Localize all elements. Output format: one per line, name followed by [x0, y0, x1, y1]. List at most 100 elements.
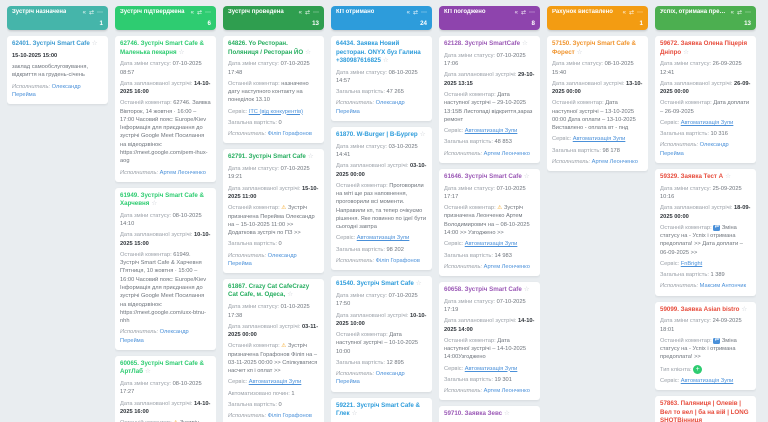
favorite-star-icon[interactable]: ☆ [415, 280, 422, 288]
deal-title-text[interactable]: 62401. Зустріч Smart Cafe [12, 40, 90, 48]
expand-icon[interactable]: ⇄ [304, 9, 310, 16]
deal-field-link[interactable]: Автоматизація Зупи [680, 378, 734, 385]
deal-title-text[interactable]: 61870. W-Burger | В-Бургер [336, 131, 418, 138]
deal-card[interactable]: 59710. Заявка Зевс☆Дата зміни статусу: 0… [439, 406, 540, 422]
deal-card[interactable]: 64434. Заявка Новий ресторан. ONYX буз Г… [331, 36, 432, 121]
deal-title-text[interactable]: 59329. Заявка Тест А [660, 172, 724, 180]
favorite-star-icon[interactable]: ☆ [576, 48, 583, 56]
favorite-star-icon[interactable]: ☆ [287, 291, 294, 299]
deal-title-text[interactable]: 64826. Yo Ресторан. Поляниця / Ресторан … [228, 40, 304, 56]
deal-field-link[interactable]: Олександр Перейма [336, 100, 405, 115]
expand-icon[interactable]: ⇄ [412, 9, 418, 16]
favorite-star-icon[interactable]: ☆ [382, 56, 389, 64]
deal-field-link[interactable]: Філіп Горафонов [267, 413, 312, 420]
more-icon[interactable]: ⋯ [637, 9, 643, 16]
deal-card[interactable]: 57150. Зустріч Smart Cafe & Форест ☆ Дата … [547, 36, 648, 172]
deal-field-link[interactable]: Олександр Перейма [336, 371, 405, 386]
deal-card[interactable]: 62401. Зустріч Smart Cafe ☆ 15-10-2025 15:… [7, 36, 108, 105]
deal-card[interactable]: 61540. Зустріч Smart Cafe ☆ Дата зміни ста… [331, 276, 432, 392]
column-header[interactable]: Успіх, отримана предоплата«⇄⋯ 13 [655, 6, 756, 31]
deal-title-text[interactable]: 59099. Заявка Asian bistro [660, 305, 740, 313]
more-icon[interactable]: ⋯ [97, 9, 103, 16]
deal-title-text[interactable]: 59710. Заявка Зевс [444, 410, 503, 418]
deal-field-link[interactable]: Артем Леонченко [591, 158, 638, 165]
deal-title[interactable]: 57150. Зустріч Smart Cafe & Форест ☆ [552, 40, 643, 57]
collapse-icon[interactable]: « [406, 9, 410, 16]
add-client-type-button[interactable]: + [693, 364, 703, 374]
expand-icon[interactable]: ⇄ [520, 9, 526, 16]
deal-field-link[interactable]: Олександр Перейма [12, 83, 81, 99]
expand-icon[interactable]: ⇄ [628, 9, 634, 16]
collapse-icon[interactable]: « [730, 9, 734, 16]
column-header[interactable]: Зустріч підтверджена «⇄ ⋯ 6 [115, 6, 216, 31]
deal-field-link[interactable]: Автоматизація Зупи [356, 235, 410, 242]
more-icon[interactable]: ⋯ [421, 9, 427, 16]
favorite-star-icon[interactable]: ☆ [504, 410, 510, 418]
deal-field-link[interactable]: FnBright [680, 260, 703, 267]
deal-card[interactable]: 62746. Зустріч Smart Cafe & Маленька пек… [115, 36, 216, 182]
deal-field-link[interactable]: Філіп Горафонов [267, 131, 312, 138]
favorite-star-icon[interactable]: ☆ [523, 286, 530, 294]
favorite-star-icon[interactable]: ☆ [683, 48, 689, 56]
column-header[interactable]: Рахунок виставлено «⇄ ⋯ 1 [547, 6, 648, 31]
deal-field-link[interactable]: Автоматизація Зупи [464, 365, 518, 372]
favorite-star-icon[interactable]: ☆ [307, 153, 314, 161]
deal-field-link[interactable]: Автоматизація Зупи [572, 136, 626, 143]
expand-icon[interactable]: ⇄ [196, 9, 202, 16]
deal-card[interactable]: 57863. Паляниця | Олевів | Вел то вел | … [655, 396, 756, 422]
deal-field-link[interactable]: ІТС (від конкурентів) [248, 108, 303, 115]
deal-field-link[interactable]: Олександр Перейма [660, 142, 729, 157]
deal-title-text[interactable]: 59221. Зустріч Smart Cafe & Глек [336, 401, 420, 417]
deal-field-link[interactable]: Артем Леонченко [159, 169, 206, 176]
column-header[interactable]: Зустріч проведена «⇄ ⋯ 13 [223, 6, 324, 31]
expand-icon[interactable]: ⇄ [88, 9, 94, 16]
deal-title[interactable]: 59221. Зустріч Smart Cafe & Глек ☆ [336, 402, 427, 419]
deal-title[interactable]: 61540. Зустріч Smart Cafe ☆ [336, 280, 427, 289]
deal-title-text[interactable]: 62746. Зустріч Smart Cafe & Маленька пек… [120, 40, 204, 56]
deal-field-link[interactable]: Автоматизація Зупи [680, 119, 734, 126]
deal-card[interactable]: 61949. Зустріч Smart Cafe & Харчевня ☆ Дат… [115, 187, 216, 350]
deal-title[interactable]: 60065. Зустріч Smart Cafe & АртЛаб ☆ [120, 360, 211, 377]
deal-title[interactable]: 62746. Зустріч Smart Cafe & Маленька пек… [120, 40, 211, 57]
deal-title[interactable]: 61646. Зустріч Smart Cafe ☆ [444, 173, 535, 182]
collapse-icon[interactable]: « [514, 9, 518, 16]
deal-card[interactable]: 61646. Зустріч Smart Cafe ☆ Дата зміни ста… [439, 168, 540, 277]
deal-field-link[interactable]: Артем Леонченко [483, 388, 530, 395]
deal-card[interactable]: 61870. W-Burger | В-Бургер ☆ Дата зміни ст… [331, 127, 432, 271]
deal-title[interactable]: 64434. Заявка Новий ресторан. ONYX буз Г… [336, 40, 427, 65]
deal-card[interactable]: 59221. Зустріч Smart Cafe & Глек☆Дата зм… [331, 397, 432, 422]
deal-title-text[interactable]: 57150. Зустріч Smart Cafe & Форест [552, 40, 636, 56]
deal-title-text[interactable]: 61540. Зустріч Smart Cafe [336, 280, 414, 288]
deal-title[interactable]: 62128. Зустріч SmartCafe ☆ [444, 40, 535, 49]
favorite-star-icon[interactable]: ☆ [741, 305, 748, 313]
deal-title-text[interactable]: 60065. Зустріч Smart Cafe & АртЛаб [120, 359, 204, 376]
deal-card[interactable]: 60065. Зустріч Smart Cafe & АртЛаб ☆ Дата … [115, 355, 216, 422]
deal-card[interactable]: 59099. Заявка Asian bistro ☆ Дата зміни ст… [655, 301, 756, 391]
deal-title-text[interactable]: 61646. Зустріч Smart Cafe [444, 172, 522, 180]
deal-field-link[interactable]: Автоматизація Зупи [464, 241, 518, 248]
deal-card[interactable]: 62791. Зустріч Smart Cafe ☆ Дата зміни ста… [223, 149, 324, 274]
deal-title-text[interactable]: 59672. Заявка Олена Піцерія Дніпро [660, 40, 748, 56]
deal-title[interactable]: 64826. Yo Ресторан. Поляниця / Ресторан … [228, 40, 319, 57]
deal-card[interactable]: 62128. Зустріч SmartCafe ☆ Дата зміни стат… [439, 36, 540, 163]
favorite-star-icon[interactable]: ☆ [144, 368, 151, 376]
deal-field-link[interactable]: Артем Леонченко [483, 150, 530, 157]
column-header[interactable]: КП погоджено «⇄ ⋯ 8 [439, 6, 540, 31]
deal-title[interactable]: 61867. Crazy Cat CafeCrazy Cat Cafe, м. … [228, 283, 319, 300]
deal-card[interactable]: 64826. Yo Ресторан. Поляниця / Ресторан … [223, 36, 324, 144]
deal-title-text[interactable]: 64434. Заявка Новий ресторан. ONYX буз Г… [336, 40, 421, 64]
deal-title-text[interactable]: 61949. Зустріч Smart Cafe & Харчевня [120, 191, 204, 208]
deal-title[interactable]: 59672. Заявка Олена Піцерія Дніпро ☆ [660, 40, 751, 57]
deal-field-link[interactable]: Олександр Перейма [228, 252, 297, 267]
deal-card[interactable]: 59329. Заявка Тест А ☆ Дата зміни статусу:… [655, 168, 756, 296]
deal-title[interactable]: 57863. Паляниця | Олевів | Вел то вел | … [660, 400, 751, 422]
deal-title-text[interactable]: 57863. Паляниця | Олевів | Вел то вел | … [660, 400, 749, 422]
favorite-star-icon[interactable]: ☆ [305, 48, 311, 56]
favorite-star-icon[interactable]: ☆ [91, 40, 98, 48]
favorite-star-icon[interactable]: ☆ [523, 172, 530, 180]
deal-title-text[interactable]: 60658. Зустріч Smart Cafe [444, 286, 522, 294]
more-icon[interactable]: ⋯ [529, 9, 535, 16]
more-icon[interactable]: ⋯ [205, 9, 211, 16]
expand-icon[interactable]: ⇄ [736, 9, 742, 16]
more-icon[interactable]: ⋯ [313, 9, 319, 16]
